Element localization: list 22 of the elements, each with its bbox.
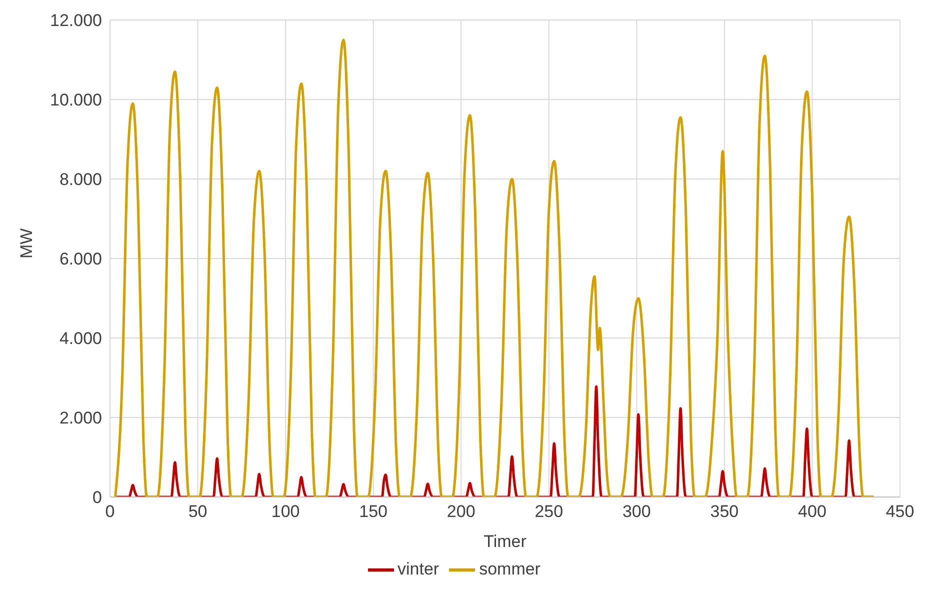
x-tick-label: 250 <box>534 502 564 522</box>
x-tick-label: 150 <box>359 502 388 522</box>
x-tick-label: 400 <box>798 502 826 522</box>
x-tick-label: 350 <box>710 502 739 522</box>
x-tick-label: 300 <box>622 502 651 522</box>
y-axis-title: MW <box>17 228 36 258</box>
x-tick-label: 0 <box>105 502 115 522</box>
line-series <box>114 38 875 497</box>
x-tick-label: 100 <box>271 502 300 522</box>
y-tick-label: 10.000 <box>50 90 102 110</box>
y-tick-label: 12.000 <box>50 11 102 30</box>
legend-label: vinter <box>398 559 440 578</box>
x-tick-label: 200 <box>446 502 476 522</box>
y-tick-label: 2.000 <box>59 408 102 428</box>
x-tick-label: 450 <box>886 502 914 522</box>
y-tick-label: 0 <box>92 488 102 508</box>
y-tick-label: 6.000 <box>59 250 102 269</box>
y-tick-label: 8.000 <box>59 170 102 190</box>
x-axis-title: Timer <box>484 532 527 551</box>
x-tick-label: 50 <box>188 502 208 522</box>
legend-label: sommer <box>479 559 540 578</box>
y-tick-label: 4.000 <box>59 329 102 348</box>
